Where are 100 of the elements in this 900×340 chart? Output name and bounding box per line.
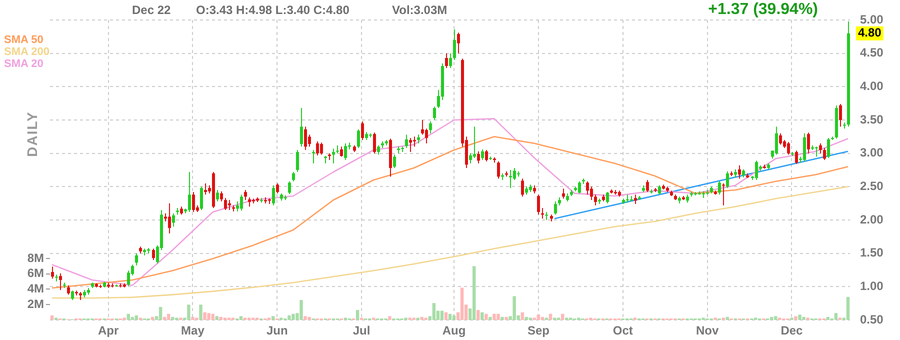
bar (472, 266, 476, 320)
candlestick (373, 132, 376, 154)
candlestick (819, 142, 822, 154)
bar (191, 316, 194, 320)
candlestick (554, 200, 557, 216)
candlestick (296, 150, 299, 172)
text: Dec 22 (132, 3, 171, 18)
bar (496, 314, 500, 320)
candlestick (787, 142, 790, 156)
bar (158, 306, 162, 320)
candlestick (357, 128, 360, 148)
bar (802, 316, 806, 320)
candlestick (815, 146, 818, 158)
candlestick (485, 150, 488, 162)
y-tick-label: 4.50 (860, 46, 884, 60)
text: DAILY (24, 111, 40, 157)
candlestick (537, 194, 540, 216)
candlestick (477, 150, 480, 164)
candlestick (332, 148, 335, 164)
y-tick-label: 2.50 (860, 178, 884, 193)
candlestick (453, 28, 456, 60)
candlestick (168, 202, 171, 234)
bar (50, 315, 54, 320)
candlestick (606, 192, 609, 204)
candlestick (304, 126, 307, 150)
candlestick (634, 194, 637, 204)
candlestick (204, 182, 207, 196)
bar (500, 316, 504, 320)
candlestick (248, 196, 251, 208)
candlestick (240, 194, 243, 212)
bar (304, 316, 307, 320)
candlestick (377, 144, 380, 156)
bar (444, 312, 448, 320)
candlestick (127, 270, 130, 286)
candlestick (445, 52, 448, 68)
candlestick (521, 178, 524, 198)
candlestick (823, 148, 826, 160)
candlestick (200, 186, 203, 210)
candlestick (236, 200, 239, 212)
candlestick (188, 172, 191, 212)
bar (215, 316, 218, 320)
candlestick (361, 120, 364, 140)
bar (536, 314, 540, 320)
candlestick (578, 180, 581, 194)
candlestick (509, 170, 512, 188)
text: SMA 20 (4, 58, 44, 70)
candlestick (658, 184, 661, 196)
x-tick-label: Sep (527, 324, 550, 338)
candlestick (312, 150, 315, 164)
x-tick-label: Oct (612, 324, 633, 338)
y-tick-label: 3.00 (860, 146, 884, 160)
bar (512, 296, 516, 320)
candlestick (469, 152, 472, 164)
candlestick (803, 132, 806, 162)
candlestick (244, 190, 247, 200)
y2-tick-label: 6M (27, 266, 44, 280)
bar (440, 310, 444, 320)
bar (203, 312, 206, 320)
bar (560, 314, 564, 320)
bar (171, 316, 174, 320)
x-tick-label: Apr (98, 324, 119, 338)
candlestick (738, 164, 741, 180)
candlestick (320, 142, 323, 156)
bar (834, 313, 838, 320)
candlestick (425, 128, 428, 144)
bar (292, 314, 295, 320)
candlestick (152, 248, 155, 260)
bar (846, 296, 850, 320)
candlestick (497, 160, 500, 180)
bar (540, 316, 544, 320)
bar (432, 303, 436, 320)
candlestick (718, 180, 721, 196)
bar (798, 314, 802, 320)
candlestick (71, 290, 74, 300)
candlestick (722, 182, 725, 206)
y-tick-label: 1.50 (860, 246, 884, 260)
bar (308, 316, 311, 320)
candlestick (393, 154, 396, 168)
bar (300, 300, 303, 320)
bar (520, 312, 524, 320)
candlestick (421, 120, 424, 136)
candlestick (67, 284, 70, 296)
candlestick (755, 160, 758, 180)
bar (288, 315, 291, 320)
candlestick (807, 132, 810, 154)
text: SMA 50 (4, 34, 44, 46)
text: O:3.43 H:4.98 L:3.40 C:4.80 (196, 3, 350, 18)
candlestick (594, 194, 597, 206)
y2-tick-label: 8M (27, 250, 44, 265)
bar (794, 316, 798, 320)
candlestick (272, 184, 275, 206)
candlestick (726, 170, 729, 188)
bar (726, 316, 729, 320)
candlestick (562, 188, 565, 200)
candlestick (827, 138, 830, 158)
candlestick (429, 120, 432, 134)
bar (207, 313, 210, 320)
candlestick (646, 180, 649, 192)
x-tick-label: Dec (780, 324, 804, 338)
bar (524, 316, 528, 320)
